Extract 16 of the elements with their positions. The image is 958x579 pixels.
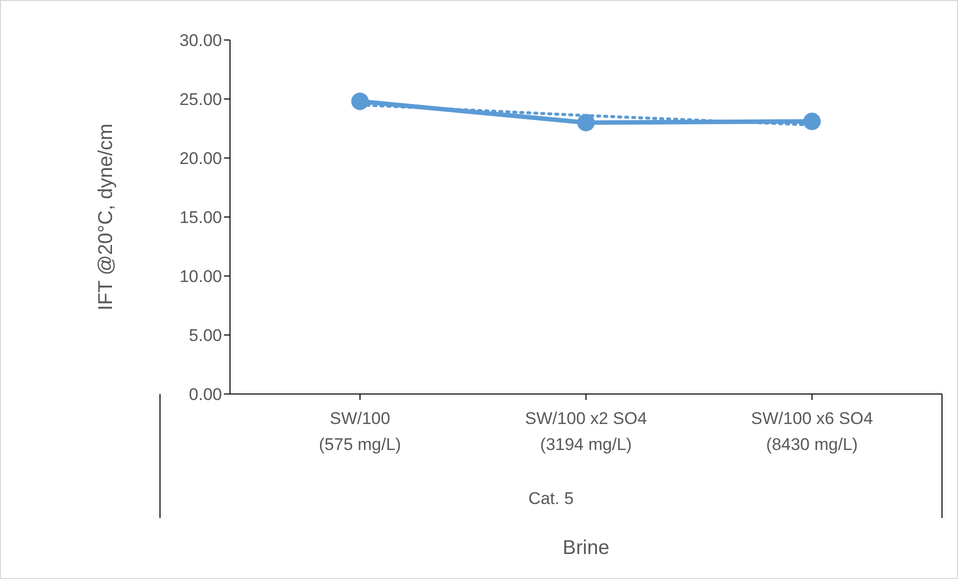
- y-tick-label: 15.00: [179, 208, 222, 228]
- text: Cat. 5: [528, 489, 574, 508]
- x-tick-label: SW/100 (575 mg/L): [318, 409, 402, 454]
- point: [577, 114, 595, 132]
- x-tick-label: SW/100 x6 SO4 (8430 mg/L): [751, 409, 873, 454]
- y-tick-label: 10.00: [179, 267, 222, 286]
- y-tick-label: 30.00: [179, 31, 222, 50]
- y-tick-label: 25.00: [179, 90, 222, 110]
- y-tick-label: 0.00: [188, 385, 222, 404]
- x-axis-title: Brine: [562, 537, 610, 559]
- x-tick-label: SW/100 x2 SO4 (3194 mg/L): [525, 409, 647, 454]
- point: [803, 112, 821, 130]
- point: [351, 92, 369, 110]
- y-tick-label: 5.00: [188, 326, 222, 346]
- y-axis-title: IFT @20°C, dyne/cm: [95, 124, 118, 310]
- y-tick-label: 20.00: [179, 149, 222, 168]
